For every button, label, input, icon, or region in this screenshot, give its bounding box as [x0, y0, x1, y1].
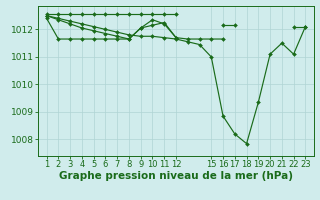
- X-axis label: Graphe pression niveau de la mer (hPa): Graphe pression niveau de la mer (hPa): [59, 171, 293, 181]
